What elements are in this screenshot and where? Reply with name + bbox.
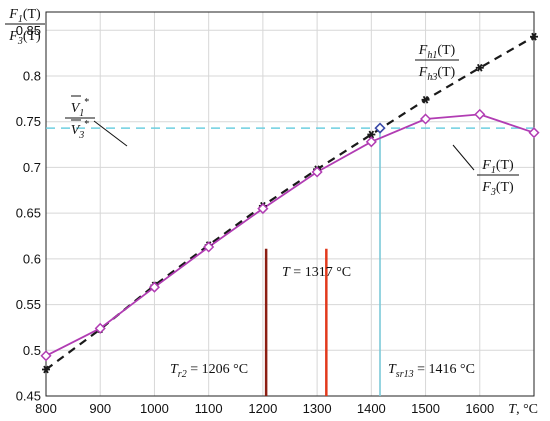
label-v-ratio-numerator: V1* [71, 97, 90, 119]
data-point-fh-ratio [475, 63, 484, 72]
label-f-ratio: F1(T) F3(T) [477, 158, 519, 198]
intersection-point [374, 122, 386, 134]
asterisk-stroke [422, 95, 429, 104]
data-point-f-ratio [257, 203, 269, 215]
label-fh-ratio-numerator: Fh1(T) [418, 43, 456, 61]
x-tick-label: 1000 [140, 401, 169, 416]
label-f-ratio-denominator: F3(T) [481, 180, 514, 198]
x-tick-label: 1200 [248, 401, 277, 416]
label-tsr13: Tsr13 = 1416 °C [388, 362, 475, 380]
y-tick-label: 0.65 [16, 206, 41, 221]
label-fh-ratio: Fh1(T) Fh3(T) [415, 43, 459, 83]
data-point-f-ratio [40, 350, 52, 362]
asterisk-stroke [531, 32, 537, 41]
label-v-ratio-leader [93, 120, 128, 147]
x-tick-label: 1600 [465, 401, 494, 416]
data-point-f-ratio [365, 136, 377, 148]
y-tick-label: 0.6 [23, 251, 41, 266]
data-point-f-ratio [474, 108, 486, 120]
y-axis-label: F1(T) F3(T) [5, 7, 45, 47]
y-tick-label: 0.45 [16, 389, 41, 404]
label-t-1317: T = 1317 °C [282, 265, 351, 280]
asterisk-stroke [368, 130, 375, 139]
x-axis-unit-label: T, °C [508, 402, 538, 417]
x-tick-label: 1100 [195, 401, 223, 416]
reference-layer [46, 127, 534, 396]
x-tick-label: 900 [89, 401, 111, 416]
y-axis-label-numerator: F1(T) [8, 7, 41, 25]
data-point-f-ratio [94, 322, 106, 334]
data-point-f-ratio [419, 113, 432, 125]
y-tick-label: 0.8 [23, 69, 41, 84]
label-tr2: Tr2 = 1206 °C [170, 362, 248, 380]
y-tick-label: 0.5 [23, 343, 41, 358]
series-layer [40, 32, 540, 374]
label-v-ratio-denominator: V3* [71, 119, 90, 141]
x-tick-label: 800 [35, 401, 57, 416]
y-tick-label: 0.85 [16, 23, 41, 38]
data-point-f-ratio [203, 241, 215, 253]
x-tick-label: 1300 [303, 401, 332, 416]
y-axis-label-denominator: F3(T) [8, 29, 41, 47]
ticks-layer: 800 900 1000 1100 1200 1300 1400 1500 1600 0.45 0.… [5, 7, 538, 417]
annotation-layer: Fh1(T) Fh3(T) F1(T) F3(T) V1*V3* Tr2 = 1206 °… [65, 43, 519, 380]
asterisk-stroke [476, 63, 483, 72]
label-f-ratio-numerator: F1(T) [481, 158, 514, 176]
x-tick-label: 1500 [411, 401, 440, 416]
y-tick-label: 0.7 [23, 160, 41, 175]
label-v-ratio: V1*V3* [65, 95, 95, 141]
series-line-fh-ratio [45, 35, 535, 371]
data-point-f-ratio [148, 281, 161, 293]
asterisk-stroke [43, 365, 49, 374]
data-point-f-ratio [528, 127, 540, 139]
data-point-fh-ratio [367, 130, 376, 139]
label-fh-ratio-denominator: Fh3(T) [418, 65, 456, 83]
data-point-fh-ratio [42, 365, 50, 374]
grid-layer [45, 12, 535, 397]
y-tick-label: 0.55 [16, 297, 41, 312]
plot-frame [45, 11, 535, 397]
x-tick-label: 1400 [357, 401, 386, 416]
data-point-f-ratio [311, 166, 323, 178]
y-tick-label: 0.75 [16, 114, 41, 129]
series-line-f-ratio [45, 113, 535, 357]
data-point-fh-ratio [421, 95, 430, 104]
data-point-fh-ratio [530, 32, 538, 41]
label-f-ratio-leader [452, 144, 475, 171]
